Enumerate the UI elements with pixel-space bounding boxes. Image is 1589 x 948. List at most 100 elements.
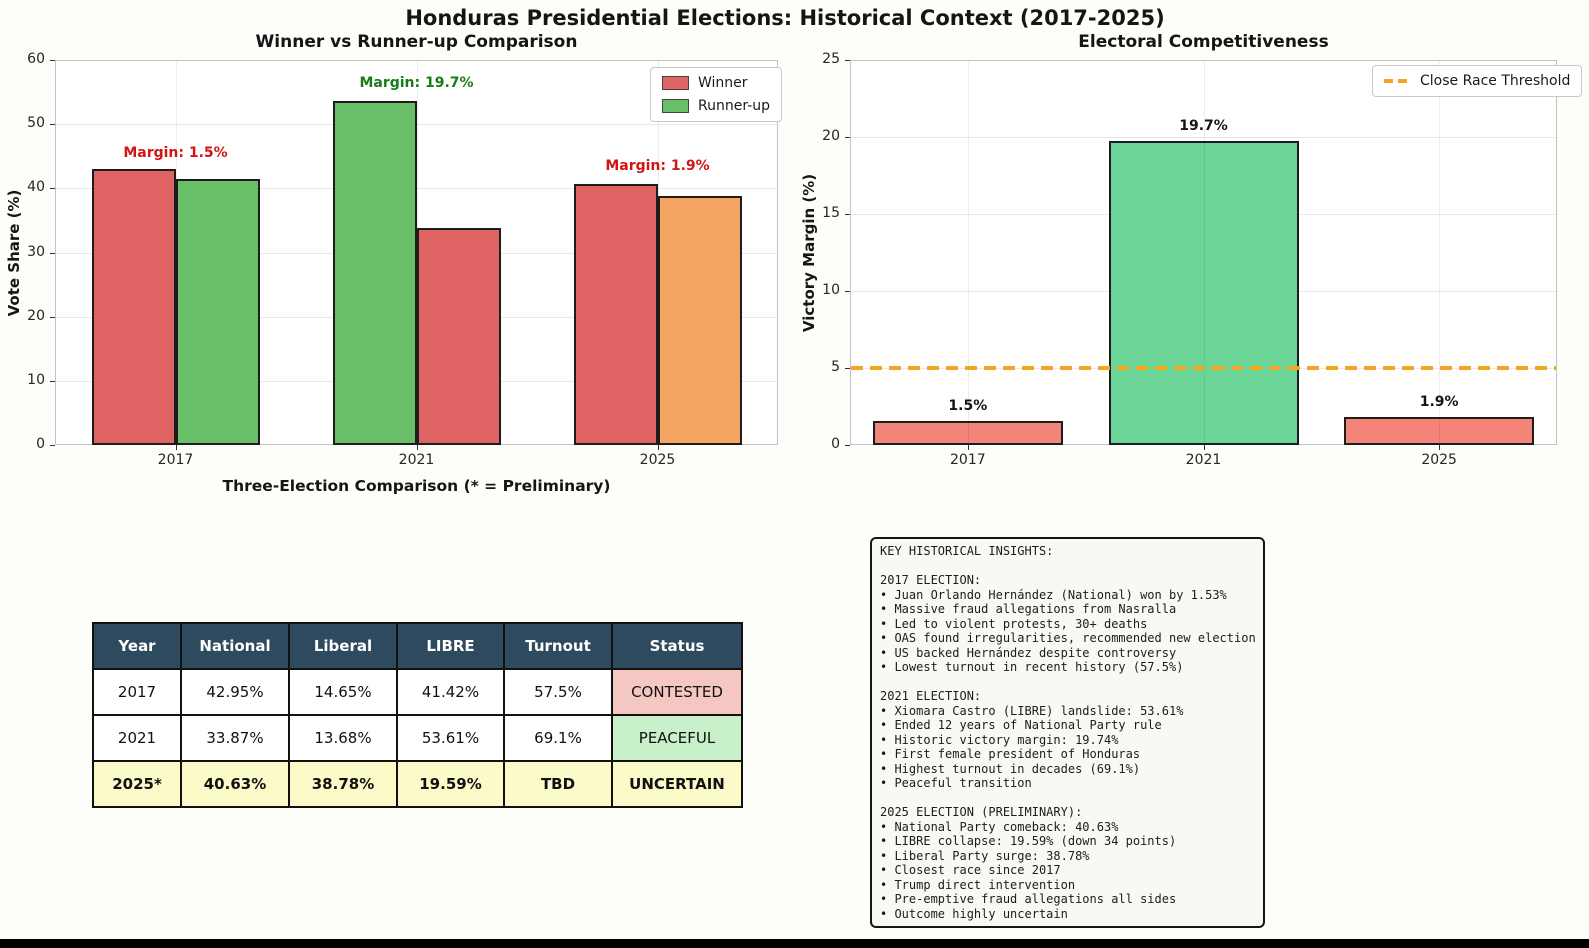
victory-margin-chart-ytick-label: 20 bbox=[822, 128, 840, 144]
vote-share-chart-ytick-label: 10 bbox=[27, 371, 45, 388]
vote-share-chart-vgridline bbox=[175, 61, 177, 444]
vote-share-chart-ytick-mark bbox=[50, 316, 55, 318]
vote-share-chart-ytick-label: 40 bbox=[27, 179, 45, 196]
table-cell: 13.68% bbox=[288, 714, 398, 762]
vote-share-chart-title: Winner vs Runner-up Comparison bbox=[255, 32, 578, 52]
vote-share-chart-xtick-mark bbox=[175, 445, 177, 450]
vote-share-chart-xtick-mark bbox=[657, 445, 659, 450]
vote-share-chart-vgridline bbox=[416, 61, 418, 444]
status-cell: CONTESTED bbox=[611, 668, 743, 716]
victory-margin-chart-vgridline bbox=[967, 61, 969, 444]
vote-share-chart-ytick-label: 30 bbox=[27, 243, 45, 260]
vote-share-chart-hgridline bbox=[56, 188, 777, 190]
victory-margin-chart-ytick-mark bbox=[845, 137, 850, 138]
vote-share-chart-xtick-label: 2017 bbox=[157, 452, 194, 468]
victory-margin-chart-legend: Close Race Threshold bbox=[1372, 65, 1583, 97]
victory-margin-chart-xtick-label: 2017 bbox=[950, 452, 986, 468]
table-header-cell: Liberal bbox=[288, 622, 398, 670]
vote-share-chart-margin-annotation: Margin: 19.7% bbox=[359, 74, 474, 91]
table-cell: 19.59% bbox=[396, 760, 505, 808]
table-cell: 69.1% bbox=[503, 714, 613, 762]
figure-title: Honduras Presidential Elections: Histori… bbox=[405, 6, 1165, 30]
vote-share-chart-ytick-mark bbox=[50, 252, 55, 254]
victory-margin-chart-ytick-mark bbox=[845, 214, 850, 215]
vote-share-chart-ytick-mark bbox=[50, 60, 55, 61]
victory-margin-chart-ytick-mark bbox=[845, 291, 850, 292]
vote-share-chart-ytick-mark bbox=[50, 380, 55, 382]
table-header-row: Year National Liberal LIBRE Turnout Status bbox=[92, 622, 743, 670]
legend-label: Runner-up bbox=[698, 98, 771, 114]
legend-label: Winner bbox=[698, 75, 748, 91]
vote-share-chart-hgridline bbox=[56, 124, 777, 126]
color-swatch bbox=[662, 76, 689, 90]
status-cell: UNCERTAIN bbox=[611, 760, 743, 808]
victory-margin-chart-xtick-label: 2025 bbox=[1421, 452, 1457, 468]
vote-share-chart-margin-annotation: Margin: 1.5% bbox=[123, 144, 228, 161]
vote-share-chart-ytick-label: 0 bbox=[36, 436, 45, 452]
vote-share-chart-bar-2017-runner-up bbox=[175, 179, 260, 445]
vote-share-chart-bar-2025-winner bbox=[573, 184, 658, 445]
table-cell: 33.87% bbox=[180, 714, 290, 762]
victory-margin-chart-ytick-label: 5 bbox=[831, 359, 840, 375]
vote-share-chart-ytick-label: 50 bbox=[27, 115, 45, 132]
victory-margin-chart-yaxis-label: Victory Margin (%) bbox=[800, 173, 818, 332]
table-cell: 42.95% bbox=[180, 668, 290, 716]
vote-share-chart-legend-entry: Runner-up bbox=[662, 98, 770, 114]
color-swatch bbox=[662, 99, 689, 113]
victory-margin-chart-ytick-label: 10 bbox=[822, 282, 840, 298]
vote-share-chart-margin-annotation: Margin: 1.9% bbox=[605, 158, 710, 175]
victory-margin-chart-ytick-label: 0 bbox=[831, 436, 840, 452]
victory-margin-chart-ytick-mark bbox=[845, 368, 850, 369]
vote-share-chart-bar-2021-runner-up bbox=[416, 227, 501, 445]
table-header-cell: Status bbox=[611, 622, 743, 670]
victory-margin-chart-bar-value-label: 1.9% bbox=[1419, 393, 1459, 410]
victory-margin-chart-xtick-label: 2021 bbox=[1185, 452, 1222, 468]
table-cell: 57.5% bbox=[503, 668, 613, 716]
victory-margin-chart-ytick-label: 15 bbox=[822, 205, 840, 221]
victory-margin-chart-bar-2021 bbox=[1108, 141, 1299, 445]
table-cell: 38.78% bbox=[288, 760, 398, 808]
victory-margin-chart-vgridline bbox=[1439, 61, 1441, 444]
table-header-cell: Year bbox=[92, 622, 182, 670]
vote-share-chart-ytick-label: 60 bbox=[27, 51, 45, 67]
victory-margin-chart-threshold-line bbox=[851, 366, 1556, 370]
victory-margin-chart-xtick-mark bbox=[1203, 445, 1205, 450]
vote-share-chart-ytick-mark bbox=[50, 445, 55, 446]
vote-share-chart-legend: Winner Runner-up bbox=[650, 67, 783, 122]
vote-share-chart-ytick-mark bbox=[50, 188, 55, 190]
table-cell: 2021 bbox=[92, 714, 182, 762]
victory-margin-chart-xtick-mark bbox=[1439, 445, 1441, 450]
insights-box: KEY HISTORICAL INSIGHTS: 2017 ELECTION: … bbox=[870, 537, 1265, 928]
bottom-strip bbox=[0, 939, 1589, 948]
victory-margin-chart-bar-2017 bbox=[872, 421, 1063, 445]
victory-margin-chart-hgridline bbox=[851, 137, 1556, 138]
vote-share-chart-xtick-mark bbox=[416, 445, 418, 450]
legend-label: Close Race Threshold bbox=[1420, 73, 1571, 89]
table-cell: 41.42% bbox=[396, 668, 505, 716]
table-cell: 2017 bbox=[92, 668, 182, 716]
victory-margin-chart-vgridline bbox=[1203, 61, 1205, 444]
results-table: Year National Liberal LIBRE Turnout Status 201… bbox=[92, 622, 743, 808]
victory-margin-chart-ytick-mark bbox=[845, 445, 850, 446]
victory-margin-chart-ytick-label: 25 bbox=[822, 51, 840, 67]
table-row: 2025* 40.63% 38.78% 19.59% TBD UNCERTAIN bbox=[92, 760, 743, 808]
vote-share-chart-legend-entry: Winner bbox=[662, 75, 770, 91]
victory-margin-chart-xtick-mark bbox=[967, 445, 969, 450]
table-row: 2021 33.87% 13.68% 53.61% 69.1% PEACEFUL bbox=[92, 714, 743, 762]
vote-share-chart-xaxis-label: Three-Election Comparison (* = Prelimina… bbox=[222, 477, 611, 495]
dashed-line-swatch bbox=[1384, 79, 1411, 83]
status-cell: PEACEFUL bbox=[611, 714, 743, 762]
victory-margin-chart-legend-entry: Close Race Threshold bbox=[1384, 73, 1570, 89]
table-cell: TBD bbox=[503, 760, 613, 808]
vote-share-chart-xtick-label: 2025 bbox=[639, 452, 676, 468]
table-cell: 2025* bbox=[92, 760, 182, 808]
vote-share-chart-ytick-mark bbox=[50, 124, 55, 126]
victory-margin-chart-bar-value-label: 19.7% bbox=[1179, 118, 1228, 134]
victory-margin-chart-ytick-mark bbox=[845, 60, 850, 61]
table-row: 2017 42.95% 14.65% 41.42% 57.5% CONTESTED bbox=[92, 668, 743, 716]
table-cell: 53.61% bbox=[396, 714, 505, 762]
vote-share-chart-ytick-label: 20 bbox=[27, 307, 45, 324]
table-header-cell: Turnout bbox=[503, 622, 613, 670]
vote-share-chart-bar-2021-winner bbox=[332, 101, 417, 445]
